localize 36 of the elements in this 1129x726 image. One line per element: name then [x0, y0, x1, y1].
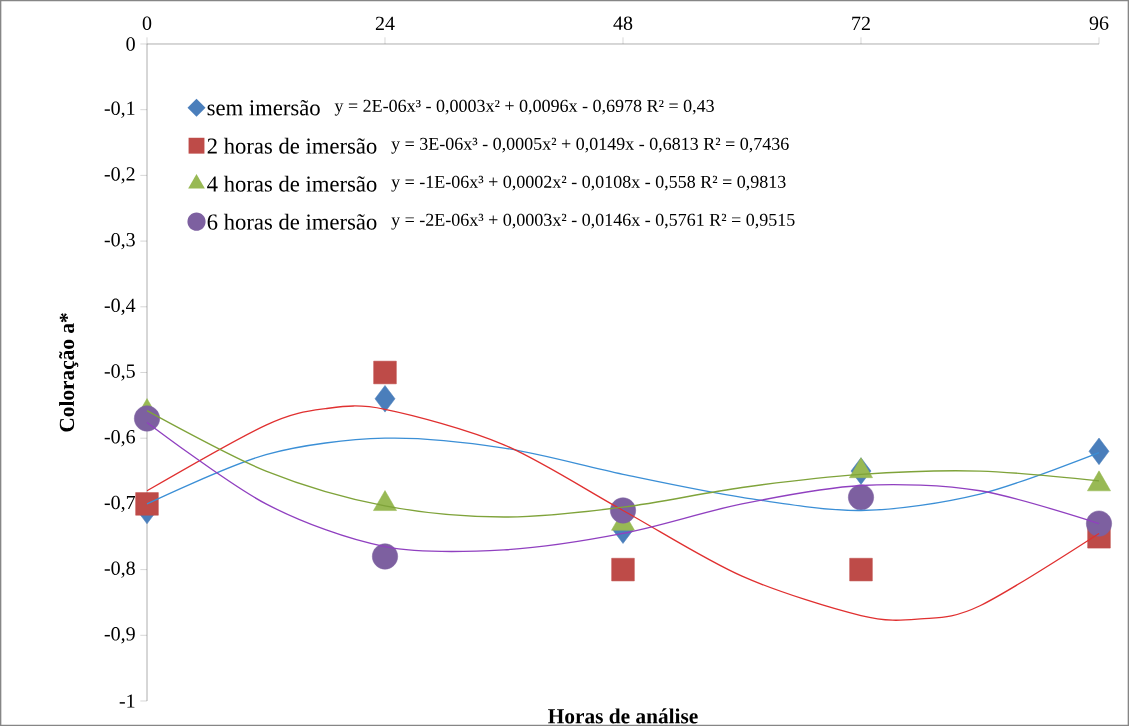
point: [135, 492, 159, 516]
y-tick-label: -0,2: [104, 167, 135, 184]
annotation: y = -1E-06x³ + 0,0002x² - 0,0108x - 0,558 R² = 0,9813: [391, 175, 786, 192]
x-tick-label: 24: [375, 16, 395, 30]
y-tick-label: -0,3: [104, 232, 135, 250]
y-tick-label: -0,4: [104, 298, 136, 315]
x-tick-label: 72: [852, 16, 870, 30]
annotation: y = 2E-06x³ - 0,0003x² + 0,0096x - 0,6978 R² = 0,43: [334, 99, 714, 116]
y-tick-label: -0,5: [104, 364, 135, 381]
y-tick-label: -0,8: [104, 561, 135, 578]
x-tick-label: 48: [613, 16, 633, 30]
point: [849, 558, 873, 582]
legend-label: 6 horas de imersão: [207, 213, 377, 230]
legend-label: sem imersão: [207, 99, 320, 116]
point: [611, 558, 635, 582]
x-tick-label: 96: [1089, 16, 1109, 30]
y-tick-label: -0,6: [104, 430, 136, 447]
point: [372, 543, 398, 570]
x-axis-title: Horas de análise: [548, 708, 698, 724]
y-tick-label: -1: [119, 694, 135, 708]
point: [373, 360, 397, 385]
point: [134, 405, 160, 432]
annotation: y = 3E-06x³ - 0,0005x² + 0,0149x - 0,6813 R² = 0,7436: [391, 137, 789, 154]
y-tick-label: -0,9: [104, 627, 135, 644]
point: [1086, 510, 1112, 537]
y-tick-label: 0: [126, 37, 135, 51]
y-axis-title: Coloração a*: [59, 313, 79, 432]
annotation: y = -2E-06x³ + 0,0003x² - 0,0146x - 0,5761 R² = 0,9515: [391, 213, 795, 230]
legend-label: 2 horas de imersão: [207, 137, 377, 154]
legend-label: 4 horas de imersão: [207, 175, 377, 192]
point: [1088, 437, 1110, 465]
point: [848, 484, 874, 511]
x-tick-label: 0: [142, 16, 152, 30]
y-tick-label: -0,1: [104, 101, 135, 118]
point: [374, 385, 396, 413]
y-tick-label: -0,7: [104, 495, 136, 513]
